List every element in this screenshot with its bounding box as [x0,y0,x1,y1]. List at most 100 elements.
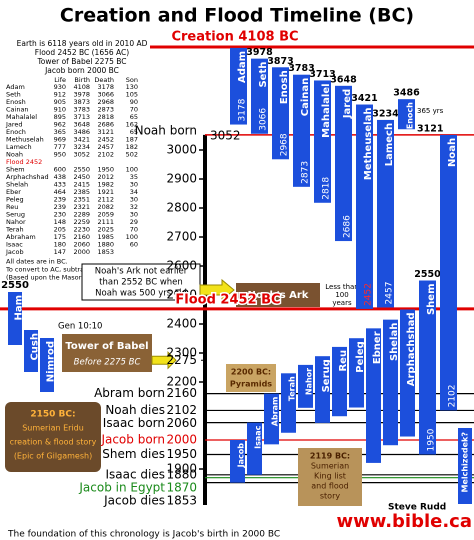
table-cell: Nahor [6,218,26,226]
table-note: (Based upon the Masoretic Text) [6,274,111,282]
table-cell: 2351 [73,196,90,204]
bar-name: Metheuselah [363,108,374,181]
table-cell: 2289 [73,211,90,219]
table-cell: 65 [130,113,138,121]
melchizedek-bar [458,428,472,504]
table-cell: Adam [6,83,25,91]
lifespan-bar [383,319,398,446]
eridu-text: 2150 BC: [30,410,75,420]
table-cell: 438 [54,173,66,181]
table-cell: 2450 [73,173,90,181]
lifespan-bar [230,47,247,125]
lifespan-bar [314,80,331,203]
tick-label: 2400 [166,317,197,331]
site: www.bible.ca [336,511,472,532]
table-header: Death [94,76,114,84]
death-label: 2968 [280,133,290,156]
bar-name: Isaac [254,425,263,449]
table-cell: 3873 [73,98,90,106]
table-cell: 912 [54,91,66,99]
table-cell: 2385 [73,188,90,196]
table-cell: 100 [126,166,138,174]
event-label: Jacob in Egypt [78,480,165,494]
title: Creation and Flood Timeline (BC) [60,5,414,27]
table-cell: 3234 [73,143,90,151]
info: Earth is 6118 years old in 2010 AD Flood… [17,39,148,75]
bar-name: Abram [271,397,280,427]
table-cell: 3713 [73,113,90,121]
table-cell: Cainan [6,106,29,114]
table-cell: 2686 [97,121,114,129]
left-bar [24,330,38,372]
table-cell: Serug [6,211,25,219]
bar-name: Seth [258,62,269,88]
table-cell: Eber [6,188,21,196]
lifespan-bar [264,393,279,445]
table-cell: 2321 [73,203,90,211]
table-cell: 205 [54,226,66,234]
table-cell: 60 [130,241,138,249]
table-cell: Isaac [6,241,23,249]
kinglist-text: Sumerian [311,462,349,471]
bar-name: Nahor [305,368,314,395]
bar-name: Adam [237,51,248,83]
table-cell: 2452 [97,136,114,144]
event-label: Jacob dies [103,493,165,507]
table-cell: Enoch [6,128,26,136]
event-label: Isaac born [103,416,165,430]
table-cell: 895 [54,113,66,121]
table-cell: Shem [6,166,25,174]
info-line: Flood 2452 BC (1656 AC) [35,48,129,57]
event-value: 2102 [166,403,197,417]
bar-name: Jacob [237,443,246,469]
info-line: Jacob born 2000 BC [44,66,119,75]
birth-label: 3648 [330,74,357,85]
bar-name: Ebner [372,331,383,364]
table-cell: 3978 [73,91,90,99]
birth-label: 3713 [309,69,335,80]
event-label: Noah born [135,123,197,137]
table-cell: 32 [130,203,138,211]
table-cell: 1880 [97,241,114,249]
birth-label: 2550 [414,269,441,280]
death-label: 2452 [364,283,374,306]
event-value: 2160 [166,386,197,400]
table-cell: 90 [130,98,138,106]
table-cell: Arphachshad [6,173,49,181]
table-cell: 2060 [73,241,90,249]
table-cell: Noah [6,151,23,159]
lifespan-bar [419,280,436,455]
table-cell: 162 [126,121,138,129]
table-cell: 950 [54,151,66,159]
pyramids-text: 2200 BC: [231,368,271,377]
table-cell: 3121 [97,128,114,136]
table-cell: Mahalalel [6,113,37,121]
table-cell: Reu [6,203,18,211]
event-label: Jacob born [100,433,165,447]
kinglist-text: and flood [311,482,349,491]
tick-label: 1900 [166,462,197,476]
bar-name: Serug [321,359,332,392]
kinglist-image [298,448,362,506]
table: Life Birth Death Son Adam 930 4108 3178 130 Seth 9… [5,76,138,282]
lifespan-bar [247,422,262,475]
table-cell: 3486 [73,128,90,136]
event-value: 1853 [166,493,197,507]
lifespan-bar [293,74,310,187]
eridu-text: creation & flood story [10,438,97,447]
ham-birth: 2550 [1,280,29,291]
table-cell: 130 [126,83,138,91]
ark-gap: Less than [325,283,359,291]
left-bar-name: Cush [30,333,41,361]
table-cell: 147 [54,248,66,256]
ark-note: Noah was 500 yrs old [95,289,187,299]
table-cell: 2160 [73,233,90,241]
bar-name: Enosh [279,70,290,104]
death-label: 2818 [322,177,332,200]
table-cell: 3648 [73,121,90,129]
table-cell: 2025 [97,226,114,234]
lifespan-bar [366,328,381,463]
babel-arrow [151,351,177,370]
lifespan-bar [298,364,313,408]
